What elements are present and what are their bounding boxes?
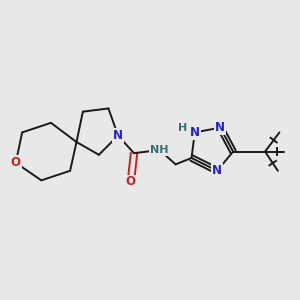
Text: N: N (212, 164, 222, 177)
Text: O: O (126, 176, 136, 188)
Text: NH: NH (150, 145, 169, 155)
Text: H: H (178, 123, 187, 133)
Text: O: O (11, 156, 21, 169)
Text: N: N (190, 126, 200, 139)
Text: N: N (113, 129, 123, 142)
Text: N: N (215, 121, 225, 134)
